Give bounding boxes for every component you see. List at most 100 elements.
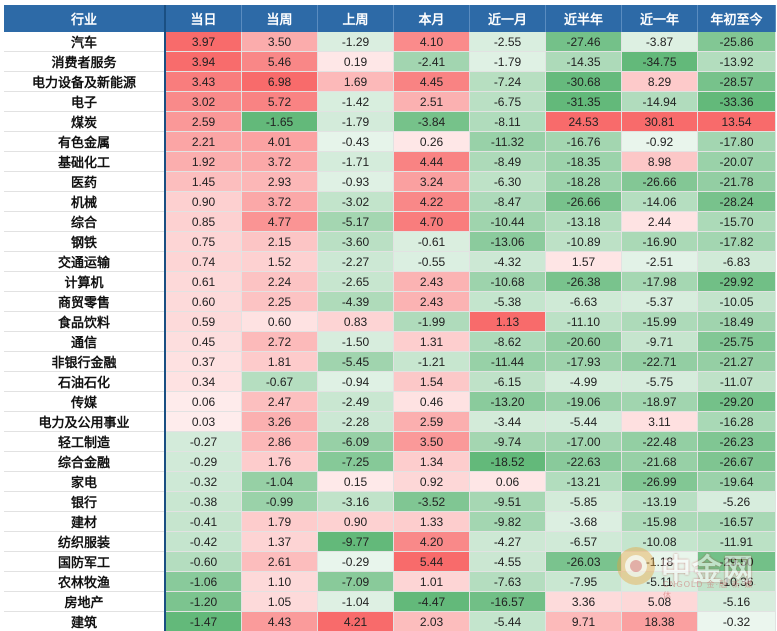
value-cell: 4.70 bbox=[394, 212, 470, 232]
value-cell: -7.09 bbox=[318, 572, 394, 592]
value-cell: -0.38 bbox=[165, 492, 242, 512]
value-cell: -4.27 bbox=[470, 532, 546, 552]
value-cell: 0.74 bbox=[165, 252, 242, 272]
industry-label: 石油石化 bbox=[4, 372, 165, 392]
value-cell: -0.94 bbox=[318, 372, 394, 392]
value-cell: -5.38 bbox=[470, 292, 546, 312]
value-cell: -13.19 bbox=[622, 492, 698, 512]
value-cell: -18.97 bbox=[622, 392, 698, 412]
industry-label: 有色金属 bbox=[4, 132, 165, 152]
value-cell: 0.83 bbox=[318, 312, 394, 332]
value-cell: -4.55 bbox=[470, 552, 546, 572]
value-cell: 5.46 bbox=[242, 52, 318, 72]
value-cell: 2.59 bbox=[394, 412, 470, 432]
value-cell: -15.70 bbox=[698, 212, 776, 232]
value-cell: -6.15 bbox=[470, 372, 546, 392]
value-cell: -22.71 bbox=[622, 352, 698, 372]
value-cell: -10.89 bbox=[546, 232, 622, 252]
value-cell: -0.41 bbox=[165, 512, 242, 532]
value-cell: -26.99 bbox=[622, 472, 698, 492]
value-cell: 1.52 bbox=[242, 252, 318, 272]
industry-label: 机械 bbox=[4, 192, 165, 212]
value-cell: -18.28 bbox=[546, 172, 622, 192]
value-cell: 3.24 bbox=[394, 172, 470, 192]
value-cell: 0.61 bbox=[165, 272, 242, 292]
value-cell: -0.99 bbox=[242, 492, 318, 512]
value-cell: -25.86 bbox=[698, 32, 776, 52]
value-cell: -34.75 bbox=[622, 52, 698, 72]
industry-label: 家电 bbox=[4, 472, 165, 492]
value-cell: 0.06 bbox=[165, 392, 242, 412]
value-cell: -0.29 bbox=[318, 552, 394, 572]
value-cell: -10.05 bbox=[698, 292, 776, 312]
value-cell: -17.82 bbox=[698, 232, 776, 252]
industry-label: 钢铁 bbox=[4, 232, 165, 252]
value-cell: -6.83 bbox=[698, 252, 776, 272]
column-header: 年初至今 bbox=[698, 5, 776, 32]
value-cell: -8.11 bbox=[470, 112, 546, 132]
value-cell: 0.85 bbox=[165, 212, 242, 232]
value-cell: -15.99 bbox=[622, 312, 698, 332]
value-cell: -11.32 bbox=[470, 132, 546, 152]
industry-label: 房地产 bbox=[4, 592, 165, 612]
industry-label: 电子 bbox=[4, 92, 165, 112]
value-cell: -14.06 bbox=[622, 192, 698, 212]
value-cell: -0.29 bbox=[165, 452, 242, 472]
column-header: 近一月 bbox=[470, 5, 546, 32]
value-cell: -3.16 bbox=[318, 492, 394, 512]
value-cell: -9.77 bbox=[318, 532, 394, 552]
value-cell: -5.44 bbox=[470, 612, 546, 631]
value-cell: 4.43 bbox=[242, 612, 318, 631]
value-cell: 5.44 bbox=[394, 552, 470, 572]
value-cell: 0.37 bbox=[165, 352, 242, 372]
column-header: 当日 bbox=[165, 5, 242, 32]
industry-label: 轻工制造 bbox=[4, 432, 165, 452]
value-cell: -11.07 bbox=[698, 372, 776, 392]
value-cell: 2.43 bbox=[394, 292, 470, 312]
value-cell: -1.42 bbox=[318, 92, 394, 112]
value-cell: -3.60 bbox=[318, 232, 394, 252]
value-cell: -0.42 bbox=[165, 532, 242, 552]
value-cell: -18.52 bbox=[470, 452, 546, 472]
value-cell: -6.63 bbox=[546, 292, 622, 312]
value-cell: -3.84 bbox=[394, 112, 470, 132]
value-cell: -7.25 bbox=[318, 452, 394, 472]
value-cell: -4.99 bbox=[546, 372, 622, 392]
value-cell: -1.47 bbox=[165, 612, 242, 631]
value-cell: 1.79 bbox=[242, 512, 318, 532]
value-cell: 3.36 bbox=[546, 592, 622, 612]
industry-label: 综合 bbox=[4, 212, 165, 232]
value-cell: -3.87 bbox=[622, 32, 698, 52]
value-cell: -18.35 bbox=[546, 152, 622, 172]
value-cell: 4.77 bbox=[242, 212, 318, 232]
value-cell: 4.20 bbox=[394, 532, 470, 552]
value-cell: 3.72 bbox=[242, 192, 318, 212]
value-cell: 1.69 bbox=[318, 72, 394, 92]
value-cell: -1.99 bbox=[394, 312, 470, 332]
industry-label: 煤炭 bbox=[4, 112, 165, 132]
value-cell: -6.30 bbox=[470, 172, 546, 192]
value-cell: 13.54 bbox=[698, 112, 776, 132]
value-cell: -5.11 bbox=[622, 572, 698, 592]
value-cell: -15.98 bbox=[622, 512, 698, 532]
value-cell: 3.26 bbox=[242, 412, 318, 432]
value-cell: -3.68 bbox=[546, 512, 622, 532]
value-cell: 4.44 bbox=[394, 152, 470, 172]
value-cell: 1.13 bbox=[470, 312, 546, 332]
value-cell: -1.20 bbox=[165, 592, 242, 612]
value-cell: -1.06 bbox=[165, 572, 242, 592]
value-cell: 6.98 bbox=[242, 72, 318, 92]
value-cell: -5.75 bbox=[622, 372, 698, 392]
value-cell: 1.92 bbox=[165, 152, 242, 172]
value-cell: 0.34 bbox=[165, 372, 242, 392]
